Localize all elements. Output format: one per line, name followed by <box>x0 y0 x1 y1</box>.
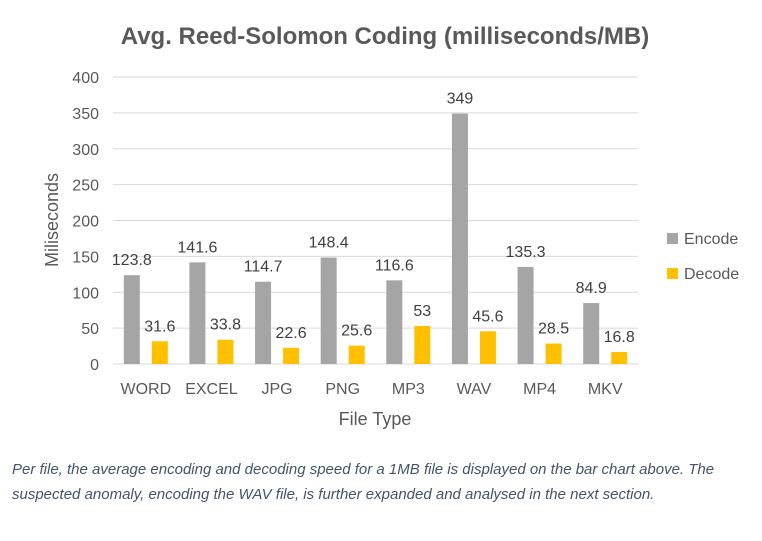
x-axis-ticks: WORD EXCEL JPG PNG MP3 WAV MP4 MKV <box>120 381 622 398</box>
encode-legend-label: Encode <box>684 231 738 248</box>
encode-data-label: 349 <box>447 91 474 108</box>
y-tick-label: 250 <box>72 178 99 195</box>
decode-data-label: 16.8 <box>604 329 635 346</box>
decode-data-label: 22.6 <box>275 325 306 342</box>
decode-data-label: 25.6 <box>341 323 372 340</box>
decode-data-label: 31.6 <box>144 318 175 335</box>
encode-data-label: 141.6 <box>177 239 217 256</box>
decode-data-label: 33.8 <box>210 317 241 334</box>
decode-data-label: 45.6 <box>472 308 503 325</box>
data-labels: 123.8 31.6 141.6 33.8 114.7 22.6 148.4 25.6 116.… <box>112 91 635 346</box>
y-tick-label: 150 <box>72 249 99 266</box>
decode-bar <box>283 347 300 364</box>
x-tick-label: MP3 <box>392 381 425 398</box>
encode-data-label: 123.8 <box>112 252 152 269</box>
x-tick-label: MKV <box>588 381 623 398</box>
chart-title: Avg. Reed-Solomon Coding (milliseconds/M… <box>121 23 649 50</box>
decode-bar <box>611 351 628 364</box>
decode-bar <box>217 339 234 364</box>
y-tick-label: 350 <box>72 106 99 123</box>
encode-data-label: 135.3 <box>506 244 546 261</box>
legend: Encode Decode <box>667 231 739 283</box>
decode-bar <box>348 345 365 364</box>
decode-bar <box>545 343 562 364</box>
encode-data-label: 116.6 <box>375 257 414 274</box>
x-tick-label: JPG <box>262 381 293 398</box>
encode-bar <box>583 303 600 364</box>
decode-bar <box>479 331 496 364</box>
y-axis-ticks: 0 50 100 150 200 250 300 350 400 <box>72 70 99 374</box>
encode-bar <box>320 257 337 364</box>
y-tick-label: 400 <box>72 70 99 87</box>
x-tick-label: PNG <box>325 381 360 398</box>
x-axis-label: File Type <box>339 409 412 429</box>
encode-bar <box>189 262 206 364</box>
y-axis-label: Miliseconds <box>42 173 62 267</box>
y-tick-label: 50 <box>81 321 99 338</box>
x-tick-label: WORD <box>120 381 171 398</box>
decode-data-label: 28.5 <box>538 321 569 338</box>
encode-bar <box>123 275 140 364</box>
encode-bar <box>517 266 534 364</box>
y-tick-label: 100 <box>72 285 99 302</box>
decode-data-label: 53 <box>413 303 431 320</box>
x-tick-label: WAV <box>457 381 492 398</box>
y-tick-label: 0 <box>90 357 99 374</box>
figure-caption: Per file, the average encoding and decod… <box>12 461 715 503</box>
y-tick-label: 200 <box>72 214 99 231</box>
decode-bar <box>151 341 168 364</box>
encode-data-label: 114.7 <box>244 259 283 276</box>
y-tick-label: 300 <box>72 142 99 159</box>
bar-chart: Avg. Reed-Solomon Coding (milliseconds/M… <box>42 23 739 429</box>
decode-legend-swatch <box>667 268 678 279</box>
x-tick-label: EXCEL <box>185 381 238 398</box>
encode-bar <box>386 280 403 364</box>
encode-legend-swatch <box>667 233 678 244</box>
x-tick-label: MP4 <box>523 381 556 398</box>
encode-data-label: 148.4 <box>309 235 349 252</box>
decode-bar <box>414 325 431 364</box>
chart: Avg. Reed-Solomon Coding (milliseconds/M… <box>42 23 739 429</box>
encode-bar <box>451 113 468 364</box>
encode-bar <box>255 281 272 364</box>
bars <box>123 113 628 364</box>
decode-legend-label: Decode <box>684 266 739 283</box>
encode-data-label: 84.9 <box>576 280 607 297</box>
